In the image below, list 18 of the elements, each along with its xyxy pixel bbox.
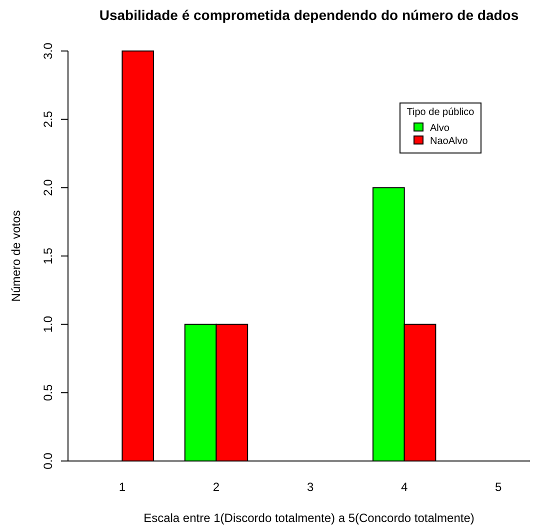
y-tick-label: 0.0: [41, 452, 55, 470]
x-tick-label: 2: [212, 480, 220, 494]
y-tick-label: 1.5: [41, 247, 55, 264]
y-tick-label: 1.0: [41, 316, 55, 333]
legend-label: NaoAlvo: [430, 136, 468, 147]
x-tick-label: 5: [495, 480, 502, 494]
legend-title: Tipo de público: [406, 107, 475, 118]
y-tick-label: 2.0: [41, 179, 55, 196]
x-axis-title: Escala entre 1(Discordo totalmente) a 5(Concordo totalmente): [144, 511, 474, 525]
x-tick-label: 3: [306, 480, 314, 494]
legend-label: Alvo: [430, 123, 450, 134]
y-tick-label: 3.0: [41, 42, 55, 60]
x-tick-label: 1: [118, 480, 126, 494]
x-tick-label: 4: [400, 480, 408, 494]
y-tick-label: 0.5: [41, 384, 55, 402]
y-axis-title: Número de votos: [9, 210, 23, 302]
y-tick-label: 2.5: [41, 110, 55, 128]
chart-title: Usabilidade é comprometida dependendo do número de dados: [99, 7, 519, 23]
